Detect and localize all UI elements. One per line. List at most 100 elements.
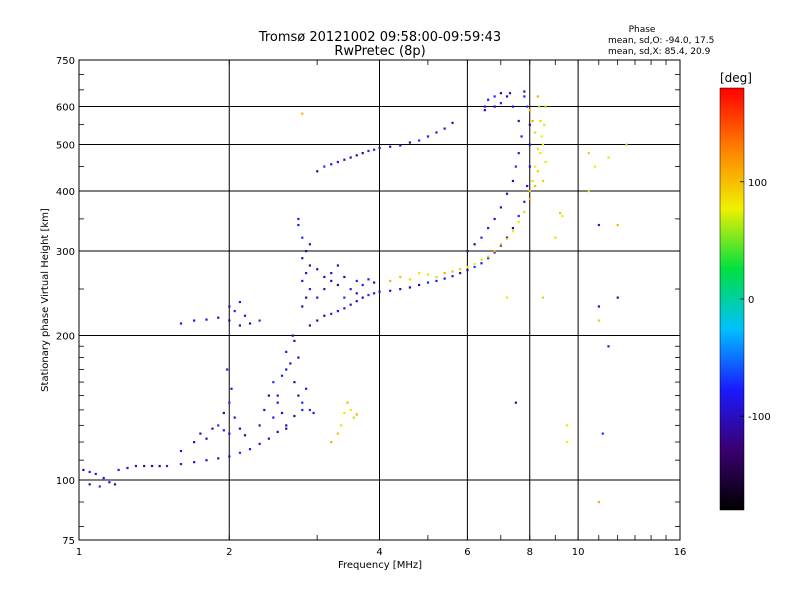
o-mode-echo-point: [211, 427, 214, 430]
o-mode-echo-point: [258, 442, 261, 445]
x-tick-label: 1: [76, 547, 82, 558]
x-mode-echo-point: [517, 220, 520, 224]
o-mode-echo-point: [616, 296, 619, 299]
o-mode-echo-point: [301, 279, 304, 283]
o-mode-echo-point: [355, 154, 358, 157]
o-mode-echo-point: [336, 283, 340, 287]
x-mode-echo-point: [597, 500, 600, 504]
o-mode-echo-point: [349, 288, 352, 291]
o-mode-echo-point: [349, 156, 352, 159]
colorbar-title: [deg]: [720, 71, 752, 85]
x-mode-echo-point: [473, 262, 476, 266]
y-tick-label: 200: [56, 332, 75, 343]
o-mode-echo-point: [523, 200, 526, 203]
o-mode-echo-point: [308, 243, 311, 246]
o-mode-echo-point: [243, 434, 247, 437]
plot-area: 1 2 4 6 8 10 16 75 100 200 300 400 500 600 750: [56, 56, 686, 558]
o-mode-echo-point: [323, 165, 326, 168]
x-mode-echo-point: [523, 210, 526, 214]
o-mode-echo-point: [308, 324, 311, 327]
o-mode-echo-point: [367, 293, 370, 297]
y-tick-label: 500: [56, 141, 75, 152]
o-mode-echo-point: [308, 264, 311, 267]
chart-subtitle: RwPretec (8p): [334, 44, 425, 59]
o-mode-echo-point: [217, 457, 220, 460]
x-tick-label: 2: [226, 547, 232, 558]
o-mode-echo-point: [378, 146, 381, 150]
o-mode-echo-point: [222, 429, 225, 432]
o-mode-echo-point: [233, 309, 236, 313]
o-mode-echo-point: [355, 300, 358, 303]
x-mode-echo-point: [531, 179, 534, 183]
x-mode-echo-point: [336, 432, 340, 435]
o-mode-echo-point: [323, 275, 326, 279]
o-mode-echo-point: [280, 374, 284, 377]
x-mode-echo-point: [541, 143, 545, 146]
o-mode-echo-point: [263, 408, 266, 412]
o-mode-echo-point: [343, 158, 346, 161]
o-mode-echo-point: [520, 135, 523, 138]
x-mode-echo-point: [301, 112, 304, 115]
o-mode-echo-point: [134, 464, 138, 468]
o-mode-echo-point: [272, 416, 275, 419]
o-mode-echo-point: [607, 345, 610, 348]
x-mode-echo-point: [538, 105, 541, 108]
o-mode-echo-point: [193, 441, 196, 444]
o-mode-echo-point: [499, 92, 503, 95]
o-mode-echo-point: [483, 109, 486, 112]
o-mode-echo-point: [526, 184, 529, 188]
o-mode-echo-point: [228, 305, 231, 308]
x-mode-echo-point: [493, 250, 496, 253]
o-mode-echo-point: [330, 163, 333, 166]
o-mode-echo-point: [293, 414, 296, 418]
o-mode-echo-point: [466, 250, 469, 253]
o-mode-echo-point: [336, 264, 340, 267]
x-mode-echo-point: [343, 411, 346, 415]
x-mode-echo-point: [625, 143, 628, 146]
o-mode-echo-point: [373, 148, 376, 151]
o-mode-echo-point: [336, 309, 340, 313]
x-mode-echo-point: [597, 319, 600, 322]
x-mode-echo-point: [607, 156, 610, 159]
o-mode-echo-point: [243, 314, 247, 317]
o-mode-echo-point: [505, 95, 509, 98]
x-mode-echo-point: [408, 278, 411, 281]
o-mode-echo-point: [205, 437, 208, 440]
o-mode-echo-point: [305, 387, 308, 390]
x-tick-label: 8: [527, 547, 533, 558]
o-mode-echo-point: [258, 424, 261, 427]
o-mode-echo-point: [473, 243, 476, 246]
x-mode-echo-point: [355, 413, 358, 416]
o-mode-echo-point: [301, 257, 304, 260]
o-mode-echo-point: [301, 401, 304, 404]
o-mode-echo-point: [399, 144, 402, 147]
x-mode-echo-point: [534, 184, 537, 188]
x-tick-label: 16: [674, 547, 687, 558]
o-mode-echo-point: [528, 165, 531, 168]
phase-heading: Phase: [629, 25, 656, 35]
o-mode-echo-point: [226, 368, 229, 371]
x-mode-echo-point: [536, 170, 539, 173]
x-mode-echo-point: [534, 165, 537, 168]
o-mode-echo-point: [505, 192, 509, 195]
colorbar-tick-label: -100: [748, 412, 771, 423]
o-mode-echo-point: [222, 411, 225, 415]
o-mode-echo-point: [389, 145, 392, 148]
o-mode-echo-point: [205, 459, 208, 462]
o-mode-echo-point: [293, 381, 296, 384]
x-mode-echo-point: [587, 152, 590, 155]
x-mode-echo-point: [536, 95, 539, 98]
o-mode-echo-point: [399, 288, 402, 291]
o-mode-echo-point: [451, 275, 454, 278]
o-mode-echo-point: [418, 139, 421, 142]
o-mode-echo-point: [443, 127, 446, 130]
o-mode-echo-point: [297, 356, 300, 359]
o-mode-echo-point: [514, 401, 517, 404]
o-mode-echo-point: [301, 305, 304, 308]
o-mode-echo-point: [165, 464, 169, 468]
o-mode-echo-point: [305, 296, 308, 299]
o-mode-echo-point: [435, 131, 438, 134]
o-mode-echo-point: [451, 121, 454, 124]
o-mode-echo-point: [297, 223, 300, 227]
